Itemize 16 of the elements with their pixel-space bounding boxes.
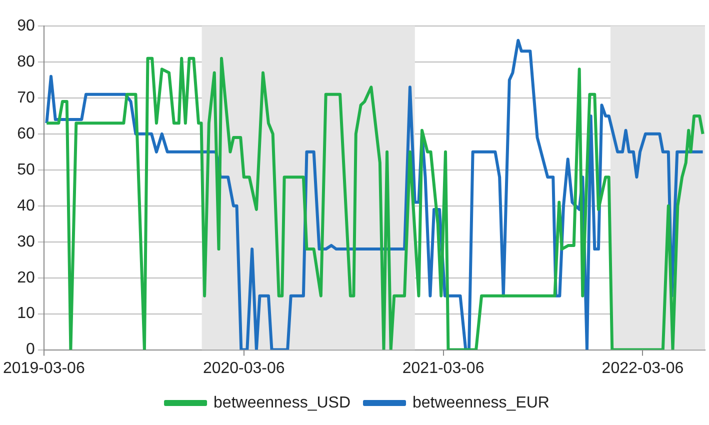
y-tick-label: 90 (17, 17, 36, 34)
x-tick-label: 2020-03-06 (202, 360, 285, 377)
y-tick-label: 0 (26, 341, 36, 358)
y-tick-label: 60 (17, 125, 36, 142)
y-tick-label: 50 (17, 161, 36, 178)
y-tick-label: 80 (17, 53, 36, 70)
legend-label: betweenness_USD (214, 394, 350, 412)
x-tick-label: 2022-03-06 (602, 360, 684, 377)
y-tick-label: 40 (17, 197, 36, 214)
y-tick-label: 20 (17, 269, 36, 286)
x-tick-label: 2021-03-06 (402, 360, 484, 377)
y-tick-label: 70 (17, 89, 36, 106)
legend-label: betweenness_EUR (412, 394, 550, 412)
y-tick-label: 30 (17, 233, 36, 250)
x-tick-label: 2019-03-06 (3, 360, 85, 377)
y-tick-label: 10 (17, 305, 36, 322)
